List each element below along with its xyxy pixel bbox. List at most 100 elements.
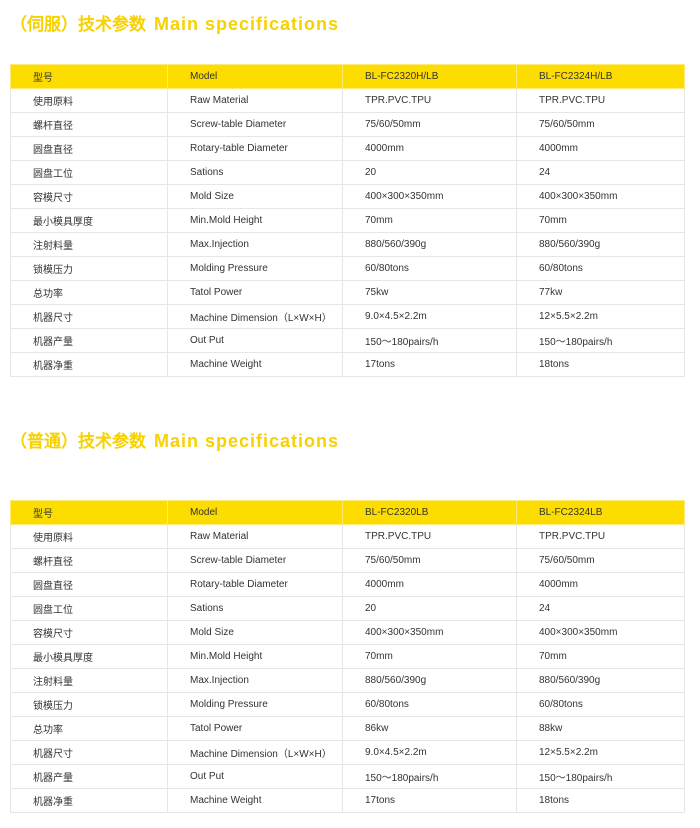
- table-cell: 容模尺寸: [10, 620, 168, 645]
- table-row: 总功率 Tatol Power 86kw 88kw: [10, 716, 685, 741]
- table-cell: 18tons: [516, 352, 685, 377]
- table-cell: Machine Dimension（L×W×H）: [167, 740, 343, 765]
- table-cell: 70mm: [342, 208, 517, 233]
- table-cell: 60/80tons: [516, 692, 685, 717]
- table-row: 注射料量 Max.Injection 880/560/390g 880/560/390…: [10, 232, 685, 257]
- table-cell: Model: [167, 64, 343, 89]
- table-cell: 24: [516, 160, 685, 185]
- table-cell: Machine Dimension（L×W×H）: [167, 304, 343, 329]
- table-cell: 机器尺寸: [10, 304, 168, 329]
- table-cell: 70mm: [342, 644, 517, 669]
- spec-table-servo: 型号 Model BL-FC2320H/LB BL-FC2324H/LB 使用原料 Raw…: [10, 64, 685, 377]
- table-cell: Molding Pressure: [167, 692, 343, 717]
- table-cell: 最小模具厚度: [10, 644, 168, 669]
- table-cell: 总功率: [10, 716, 168, 741]
- table-cell: 60/80tons: [516, 256, 685, 281]
- table-cell: 机器产量: [10, 328, 168, 353]
- table-cell: Tatol Power: [167, 716, 343, 741]
- table-cell: 880/560/390g: [342, 668, 517, 693]
- table-cell: 60/80tons: [342, 692, 517, 717]
- table-cell: 60/80tons: [342, 256, 517, 281]
- table-cell: TPR.PVC.TPU: [342, 88, 517, 113]
- table-cell: BL-FC2324LB: [516, 500, 685, 525]
- table-row: 螺杆直径 Screw-table Diameter 75/60/50mm 75/60/…: [10, 112, 685, 137]
- table-cell: 9.0×4.5×2.2m: [342, 740, 517, 765]
- table-cell: 70mm: [516, 644, 685, 669]
- table-row: 最小模具厚度 Min.Mold Height 70mm 70mm: [10, 644, 685, 669]
- table-cell: 12×5.5×2.2m: [516, 304, 685, 329]
- section-title-servo: （伺服）技术参数 Main specifications: [10, 10, 339, 35]
- table-row: 机器净重 Machine Weight 17tons 18tons: [10, 788, 685, 813]
- table-cell: TPR.PVC.TPU: [516, 524, 685, 549]
- table-cell: 注射料量: [10, 668, 168, 693]
- table-cell: 75/60/50mm: [516, 548, 685, 573]
- table-cell: Mold Size: [167, 184, 343, 209]
- table-cell: 18tons: [516, 788, 685, 813]
- table-row: 锁模压力 Molding Pressure 60/80tons 60/80tons: [10, 256, 685, 281]
- title-cn: （普通）技术参数: [10, 432, 146, 451]
- table-cell: 880/560/390g: [516, 668, 685, 693]
- table-row: 圆盘工位 Sations 20 24: [10, 596, 685, 621]
- table-cell: TPR.PVC.TPU: [516, 88, 685, 113]
- table-row: 注射料量 Max.Injection 880/560/390g 880/560/390…: [10, 668, 685, 693]
- table-cell: Sations: [167, 160, 343, 185]
- table-cell: 螺杆直径: [10, 112, 168, 137]
- table-row: 锁模压力 Molding Pressure 60/80tons 60/80tons: [10, 692, 685, 717]
- table-cell: 圆盘工位: [10, 596, 168, 621]
- table-cell: 400×300×350mm: [516, 184, 685, 209]
- table-cell: 75/60/50mm: [342, 112, 517, 137]
- table-cell: 4000mm: [342, 572, 517, 597]
- table-cell: 机器产量: [10, 764, 168, 789]
- table-row: 圆盘直径 Rotary-table Diameter 4000mm 4000mm: [10, 572, 685, 597]
- table-row: 容模尺寸 Mold Size 400×300×350mm 400×300×350mm: [10, 184, 685, 209]
- table-cell: 400×300×350mm: [342, 620, 517, 645]
- table-cell: 70mm: [516, 208, 685, 233]
- table-cell: 4000mm: [516, 136, 685, 161]
- table-cell: Max.Injection: [167, 232, 343, 257]
- table-cell: 圆盘工位: [10, 160, 168, 185]
- table-header-row: 型号 Model BL-FC2320LB BL-FC2324LB: [10, 500, 685, 525]
- table-row: 螺杆直径 Screw-table Diameter 75/60/50mm 75/60/…: [10, 548, 685, 573]
- title-cn: （伺服）技术参数: [10, 15, 146, 34]
- table-cell: 锁模压力: [10, 692, 168, 717]
- table-cell: 400×300×350mm: [516, 620, 685, 645]
- table-row: 总功率 Tatol Power 75kw 77kw: [10, 280, 685, 305]
- table-row: 机器产量 Out Put 150～180pairs/h 150～180pairs/h: [10, 764, 685, 789]
- table-row: 最小模具厚度 Min.Mold Height 70mm 70mm: [10, 208, 685, 233]
- table-row: 使用原料 Raw Material TPR.PVC.TPU TPR.PVC.TPU: [10, 88, 685, 113]
- table-cell: 400×300×350mm: [342, 184, 517, 209]
- table-row: 容模尺寸 Mold Size 400×300×350mm 400×300×350mm: [10, 620, 685, 645]
- table-cell: Screw-table Diameter: [167, 112, 343, 137]
- table-cell: Mold Size: [167, 620, 343, 645]
- section-title-standard: （普通）技术参数 Main specifications: [10, 427, 339, 452]
- table-cell: 880/560/390g: [516, 232, 685, 257]
- table-cell: 机器净重: [10, 352, 168, 377]
- table-cell: 圆盘直径: [10, 136, 168, 161]
- table-cell: 20: [342, 596, 517, 621]
- table-cell: 总功率: [10, 280, 168, 305]
- table-cell: 24: [516, 596, 685, 621]
- table-cell: Out Put: [167, 328, 343, 353]
- table-cell: Machine Weight: [167, 352, 343, 377]
- table-cell: BL-FC2324H/LB: [516, 64, 685, 89]
- table-cell: BL-FC2320LB: [342, 500, 517, 525]
- table-cell: BL-FC2320H/LB: [342, 64, 517, 89]
- table-row: 使用原料 Raw Material TPR.PVC.TPU TPR.PVC.TPU: [10, 524, 685, 549]
- table-cell: 圆盘直径: [10, 572, 168, 597]
- table-cell: 150～180pairs/h: [516, 764, 685, 789]
- table-cell: 88kw: [516, 716, 685, 741]
- table-cell: 75/60/50mm: [342, 548, 517, 573]
- table-cell: Raw Material: [167, 88, 343, 113]
- table-cell: 20: [342, 160, 517, 185]
- table-cell: Tatol Power: [167, 280, 343, 305]
- title-en: Main specifications: [154, 14, 340, 34]
- table-cell: 4000mm: [342, 136, 517, 161]
- table-cell: 12×5.5×2.2m: [516, 740, 685, 765]
- table-row: 机器净重 Machine Weight 17tons 18tons: [10, 352, 685, 377]
- table-cell: 机器尺寸: [10, 740, 168, 765]
- table-row: 机器产量 Out Put 150～180pairs/h 150～180pairs/h: [10, 328, 685, 353]
- table-cell: 17tons: [342, 788, 517, 813]
- table-row: 机器尺寸 Machine Dimension（L×W×H） 9.0×4.5×2.2m…: [10, 304, 685, 329]
- table-cell: 型号: [10, 64, 168, 89]
- table-cell: 86kw: [342, 716, 517, 741]
